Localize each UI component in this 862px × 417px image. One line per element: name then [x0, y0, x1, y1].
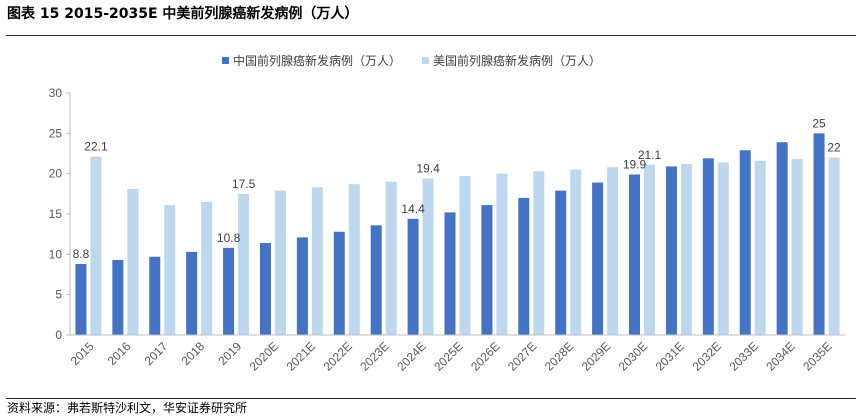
x-tick-label: 2028E	[542, 339, 576, 373]
bar-china	[481, 205, 493, 335]
title-divider	[6, 35, 856, 36]
bar-usa	[90, 156, 102, 335]
bar-china	[629, 174, 641, 335]
bar-china	[259, 243, 271, 335]
bar-china	[702, 158, 714, 335]
x-tick-label: 2033E	[726, 339, 760, 373]
y-tick-label: 25	[49, 126, 63, 140]
bar-usa	[201, 201, 213, 335]
x-tick-label: 2031E	[653, 339, 687, 373]
bar-chart: 中国前列腺癌新发病例（万人） 美国前列腺癌新发病例（万人） 0 5 10 15 20 25 3…	[49, 53, 845, 374]
bars-group	[75, 133, 840, 335]
bar-china	[555, 190, 567, 335]
data-label: 14.4	[401, 202, 425, 216]
bar-usa	[828, 157, 840, 335]
x-tick-label: 2034E	[763, 339, 797, 373]
bar-china	[665, 166, 677, 335]
bar-usa	[791, 159, 803, 335]
data-label: 21.1	[638, 148, 662, 162]
bar-usa	[238, 193, 250, 335]
y-tick-label: 30	[49, 86, 63, 100]
bar-china	[75, 264, 87, 335]
x-tick-label: 2023E	[357, 339, 391, 373]
bar-usa	[717, 162, 729, 335]
bar-usa	[274, 190, 286, 335]
data-label: 19.4	[416, 162, 440, 176]
chart-title: 图表 15 2015-2035E 中美前列腺癌新发病例（万人）	[7, 6, 359, 22]
bar-usa	[496, 173, 508, 335]
x-tick-label: 2027E	[505, 339, 539, 373]
legend-swatch-usa	[422, 57, 429, 64]
y-tick-label: 0	[55, 328, 62, 342]
x-tick-label: 2025E	[431, 339, 465, 373]
data-label: 22	[827, 141, 841, 155]
bar-usa	[422, 178, 434, 335]
y-axis: 0 5 10 15 20 25 30	[49, 86, 71, 342]
bar-usa	[311, 187, 323, 335]
x-tick-label: 2021E	[284, 339, 318, 373]
bar-usa	[607, 167, 619, 335]
legend-label-china: 中国前列腺癌新发病例（万人）	[233, 53, 401, 68]
x-tick-label: 2026E	[468, 339, 502, 373]
bar-china	[112, 259, 124, 335]
chart-legend: 中国前列腺癌新发病例（万人） 美国前列腺癌新发病例（万人）	[222, 53, 601, 68]
bar-china	[333, 231, 345, 335]
bar-usa	[754, 160, 766, 335]
bar-usa	[680, 163, 692, 335]
y-tick-label: 20	[49, 167, 63, 181]
x-tick-label: 2017	[142, 339, 171, 368]
bar-usa	[644, 164, 656, 335]
bar-usa	[533, 171, 545, 335]
data-label: 22.1	[84, 140, 108, 154]
bar-china	[739, 150, 751, 335]
bar-usa	[385, 181, 397, 335]
legend-swatch-china	[222, 57, 229, 64]
bar-usa	[164, 205, 176, 335]
bar-china	[813, 133, 825, 335]
y-tick-label: 15	[49, 207, 63, 221]
bar-china	[444, 212, 456, 335]
source-note: 资料来源：弗若斯特沙利文，华安证券研究所	[7, 401, 248, 415]
x-tick-label: 2020E	[247, 339, 281, 373]
bar-china	[776, 142, 788, 335]
data-label: 19.9	[623, 157, 647, 171]
legend-label-usa: 美国前列腺癌新发病例（万人）	[433, 53, 601, 68]
bar-china	[370, 225, 382, 335]
x-tick-label: 2035E	[800, 339, 834, 373]
data-label: 10.8	[217, 231, 241, 245]
footer-divider	[6, 398, 856, 399]
x-tick-label: 2029E	[579, 339, 613, 373]
bar-china	[518, 197, 530, 335]
x-tick-label: 2018	[179, 339, 208, 368]
bar-china	[223, 247, 235, 335]
y-tick-label: 5	[55, 288, 62, 302]
x-tick-label: 2016	[105, 339, 134, 368]
data-label: 17.5	[232, 177, 256, 191]
bar-china	[149, 256, 161, 335]
bar-usa	[348, 184, 360, 335]
x-tick-label: 2022E	[320, 339, 354, 373]
x-tick-label: 2015	[68, 339, 97, 368]
x-tick-label: 2032E	[690, 339, 724, 373]
bar-usa	[127, 188, 139, 335]
bar-china	[296, 237, 308, 335]
bar-china	[592, 182, 604, 335]
x-tick-label: 2030E	[616, 339, 650, 373]
y-tick-label: 10	[49, 247, 63, 261]
bar-china	[186, 251, 198, 335]
bar-usa	[459, 176, 471, 335]
x-axis: 2015 2016 2017 2018 2019 2020E 2021E 2022E 2023E…	[68, 334, 845, 374]
data-label: 8.8	[73, 247, 90, 261]
bar-usa	[570, 169, 582, 335]
x-tick-label: 2024E	[394, 339, 428, 373]
x-tick-label: 2019	[215, 339, 244, 368]
bar-china	[407, 218, 419, 335]
data-label: 25	[812, 116, 826, 130]
